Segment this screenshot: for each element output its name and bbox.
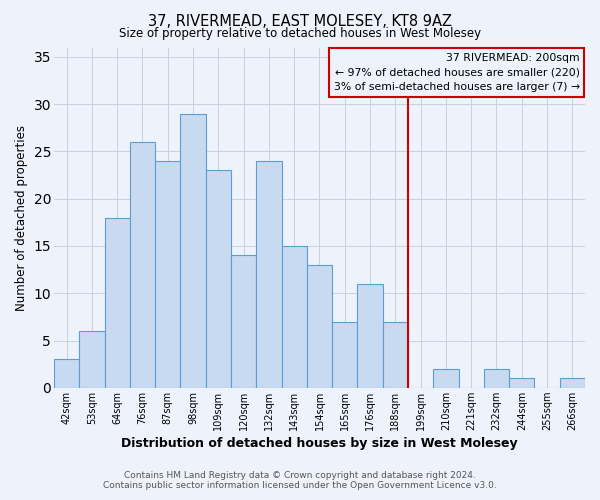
Bar (104, 218, 130, 388)
Y-axis label: Number of detached properties: Number of detached properties (15, 124, 28, 310)
Bar (560, 378, 585, 388)
Bar (155, 161, 181, 388)
Bar (256, 161, 281, 388)
Bar (509, 378, 535, 388)
Bar (281, 246, 307, 388)
Bar (79, 331, 104, 388)
Bar (54, 360, 79, 388)
Bar (383, 322, 408, 388)
Bar (307, 265, 332, 388)
Bar (433, 369, 458, 388)
Text: 37, RIVERMEAD, EAST MOLESEY, KT8 9AZ: 37, RIVERMEAD, EAST MOLESEY, KT8 9AZ (148, 14, 452, 29)
Bar (358, 284, 383, 388)
Bar (231, 256, 256, 388)
Bar (332, 322, 358, 388)
Bar (206, 170, 231, 388)
Bar (130, 142, 155, 388)
Text: 37 RIVERMEAD: 200sqm
← 97% of detached houses are smaller (220)
3% of semi-detac: 37 RIVERMEAD: 200sqm ← 97% of detached h… (334, 52, 580, 92)
Text: Size of property relative to detached houses in West Molesey: Size of property relative to detached ho… (119, 28, 481, 40)
Text: Contains public sector information licensed under the Open Government Licence v3: Contains public sector information licen… (103, 480, 497, 490)
Bar (181, 114, 206, 388)
Text: Contains HM Land Registry data © Crown copyright and database right 2024.: Contains HM Land Registry data © Crown c… (124, 472, 476, 480)
X-axis label: Distribution of detached houses by size in West Molesey: Distribution of detached houses by size … (121, 437, 518, 450)
Bar (484, 369, 509, 388)
